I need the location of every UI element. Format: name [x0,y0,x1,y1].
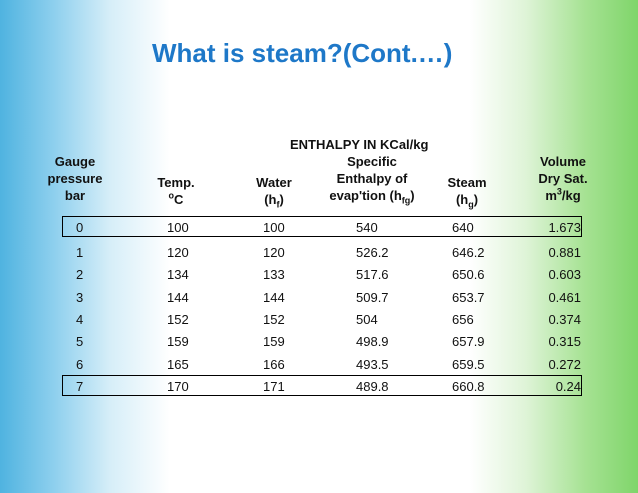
evaporation-header-line2: Enthalpy of [336,171,408,186]
steam-header-line2: (hg) [437,191,497,210]
water-subscript: f [276,199,280,210]
water-header-line2: (hf) [244,191,304,210]
volume-unit-sup: 3 [556,186,562,197]
cell-water: 171 [263,379,285,394]
cell-evaporation: 489.8 [356,379,389,394]
water-header-line1: Water [256,175,292,190]
water-symbol: (h [264,192,277,207]
cell-evaporation: 498.9 [356,334,389,349]
cell-pressure: 7 [76,379,84,394]
steam-subscript: g [468,199,474,210]
pressure-header-line2: pressure [47,171,103,186]
cell-pressure: 3 [76,290,84,305]
volume-unit-per-kg: /kg [561,188,581,203]
cell-temp: 100 [167,220,189,235]
cell-water: 144 [263,290,285,305]
cell-temp: 165 [167,357,189,372]
pressure-header-line3: bar [64,188,86,203]
cell-water: 159 [263,334,285,349]
evap-symbol: evap'tion (h [329,188,402,203]
cell-pressure: 2 [76,267,84,282]
cell-steam: 650.6 [452,267,485,282]
volume-header-line3: m3/kg [528,187,598,204]
cell-volume: 0.272 [548,357,581,372]
cell-temp: 134 [167,267,189,282]
temp-unit: C [174,192,184,207]
row-7-highlight-box [62,375,582,396]
temp-header-line1: Temp. [157,175,195,190]
cell-volume: 0.461 [548,290,581,305]
evap-subscript: fg [401,195,411,206]
cell-pressure: 0 [76,220,84,235]
slide-title: What is steam?(Cont.…) [152,38,453,68]
steam-header: Steam (hg) [437,174,497,210]
cell-evaporation: 517.6 [356,267,389,282]
enthalpy-group-header: ENTHALPY IN KCal/kg [290,137,429,152]
evaporation-header-line1: Specific [347,154,397,169]
pressure-header: Gauge pressure bar [40,153,110,204]
cell-steam: 660.8 [452,379,485,394]
cell-steam: 653.7 [452,290,485,305]
cell-steam: 657.9 [452,334,485,349]
degree-sup: o [168,190,175,201]
steam-symbol: (h [455,192,469,207]
volume-header-line1: Volume [540,154,586,169]
cell-volume: 1.673 [548,220,581,235]
cell-water: 133 [263,267,285,282]
cell-volume: 0.603 [548,267,581,282]
cell-temp: 152 [167,312,189,327]
cell-water: 152 [263,312,285,327]
temp-header-line2: oC [146,191,206,208]
cell-volume: 0.881 [548,245,581,260]
steam-symbol-close: ) [473,192,479,207]
cell-water: 100 [263,220,285,235]
volume-header: Volume Dry Sat. m3/kg [528,153,598,204]
cell-volume: 0.315 [548,334,581,349]
row-0-highlight-box [62,216,582,237]
cell-evaporation: 526.2 [356,245,389,260]
cell-water: 120 [263,245,285,260]
cell-temp: 120 [167,245,189,260]
water-header: Water (hf) [244,174,304,210]
cell-evaporation: 540 [356,220,378,235]
cell-evaporation: 504 [356,312,378,327]
cell-steam: 659.5 [452,357,485,372]
steam-header-line1: Steam [447,175,487,190]
cell-pressure: 1 [76,245,84,260]
evaporation-header-line3: evap'tion (hfg) [316,187,428,206]
water-symbol-close: ) [279,192,284,207]
cell-temp: 170 [167,379,189,394]
evaporation-header: Specific Enthalpy of evap'tion (hfg) [316,153,428,206]
cell-evaporation: 493.5 [356,357,389,372]
cell-steam: 646.2 [452,245,485,260]
cell-volume: 0.24 [555,379,581,394]
cell-pressure: 6 [76,357,84,372]
cell-temp: 159 [167,334,189,349]
evap-symbol-close: ) [410,188,415,203]
volume-unit-m: m [545,188,557,203]
cell-pressure: 5 [76,334,84,349]
cell-steam: 640 [452,220,474,235]
cell-pressure: 4 [76,312,84,327]
volume-header-line2: Dry Sat. [538,171,588,186]
cell-water: 166 [263,357,285,372]
cell-evaporation: 509.7 [356,290,389,305]
cell-volume: 0.374 [548,312,581,327]
cell-steam: 656 [452,312,474,327]
temp-header: Temp. oC [146,174,206,208]
pressure-header-line1: Gauge [54,154,96,169]
cell-temp: 144 [167,290,189,305]
